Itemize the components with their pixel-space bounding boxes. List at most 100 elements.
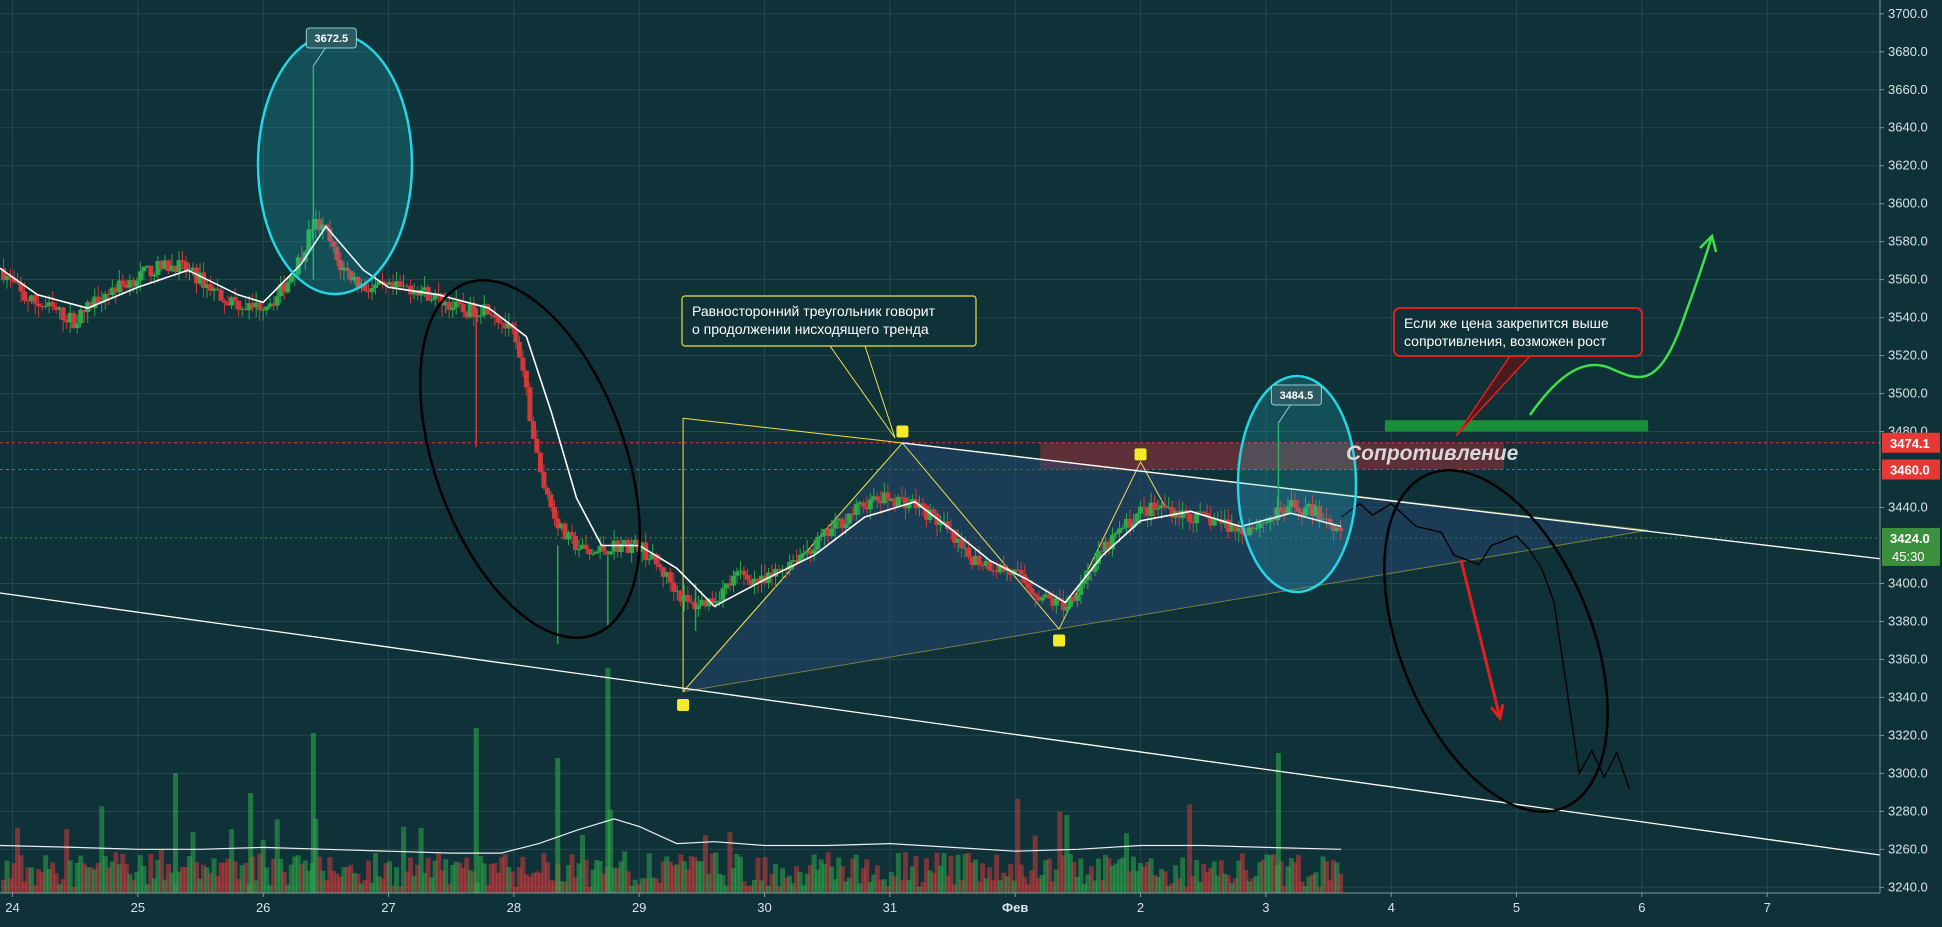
volume-bar [285,884,291,893]
volume-bar [1215,875,1221,893]
candle-body [271,303,277,306]
volume-bar [36,868,42,893]
volume-bar [464,857,470,893]
volume-bar [692,857,698,893]
candle-body [341,267,347,271]
volume-bar [232,861,238,893]
volume-bar [1141,866,1147,893]
candle-body [257,302,263,310]
volume-bar [390,885,396,893]
price-badge-text: 3424.0 [1890,531,1930,546]
volume-bar [615,868,621,893]
volume-bar [1116,859,1122,893]
candle-body [727,583,733,586]
volume-bar [829,866,835,893]
price-tick-label: 3600.0 [1888,196,1928,211]
volume-bar [450,864,456,893]
candle-body [450,307,456,311]
candle-body [15,282,21,284]
volume-bar [362,879,368,893]
volume-bar [64,829,70,893]
volume-bar [1190,876,1196,893]
candle-body [1334,527,1340,532]
volume-bar [583,860,589,893]
volume-bar [752,879,758,893]
candle-body [952,530,958,543]
volume-bar [1250,878,1256,893]
volume-bar [1176,878,1182,893]
candle-body [1155,508,1161,510]
candle-body [1239,527,1245,535]
candle-body [204,284,210,288]
volume-bar [281,871,287,893]
pivot-marker [677,699,690,712]
volume-bar [53,873,59,893]
candle-body [165,260,171,272]
candle-body [987,561,993,571]
candle-body [681,594,687,602]
cyan-ellipse-peak-1 [256,32,414,296]
volume-bar [797,871,803,893]
candle-body [695,605,701,610]
volume-bar [1246,881,1252,893]
volume-bar [1288,858,1294,893]
volume-bar [1331,860,1337,893]
volume-bar [162,879,168,893]
volume-bar [313,818,319,893]
chart-labels: 3672.5 3484.5 Равносторонний треугольник г… [305,27,1643,465]
candle-body [390,282,396,288]
volume-bar [372,853,378,893]
pivot-marker [1134,448,1147,461]
candle-body [657,564,663,568]
candle-body [1102,541,1108,552]
volume-bar [165,864,171,893]
volume-bar [1071,861,1077,893]
volume-bar [1204,871,1210,893]
candle-body [1229,523,1235,532]
volume-bar [141,865,147,893]
projected-price-path [1340,502,1630,789]
volume-bar [755,857,761,893]
candle-body [534,438,540,453]
volume-bar [502,854,508,893]
candle-body [913,499,919,509]
candle-body [808,550,814,554]
volume-bar [839,866,845,893]
volume-bar [1001,872,1007,893]
volume-bar [762,857,768,893]
time-tick-label: 28 [507,900,521,915]
candle-body [1025,583,1031,589]
candle-body [32,295,38,304]
volume-bar [1134,871,1140,893]
volume-bar [948,855,954,893]
volume-bar [236,879,242,893]
volume-bar [923,858,929,893]
volume-bar [885,886,891,893]
candle-body [874,496,880,501]
volume-bar [1060,855,1066,893]
candle-body [464,312,470,318]
volume-bar [1208,867,1214,893]
candle-body [867,499,873,510]
candle-body [780,569,786,571]
volume-bar [295,855,301,893]
volume-bar [358,883,364,893]
candle-body [176,260,182,272]
candle-body [569,532,575,536]
candle-body [43,305,49,307]
candle-body [162,260,168,269]
volume-bar [1309,874,1315,893]
volume-bar [222,862,228,893]
candle-body [1067,596,1073,607]
volume-bar [695,861,701,893]
volume-bar [32,885,38,893]
candle-body [1113,533,1119,535]
volume-bar [639,878,645,893]
volume-bar [1120,857,1126,893]
time-tick-label: 7 [1764,900,1771,915]
bullish-note-box [1393,307,1643,357]
volume-bar [1123,833,1129,893]
price-badge [1882,459,1940,480]
volume-bar [288,864,294,893]
